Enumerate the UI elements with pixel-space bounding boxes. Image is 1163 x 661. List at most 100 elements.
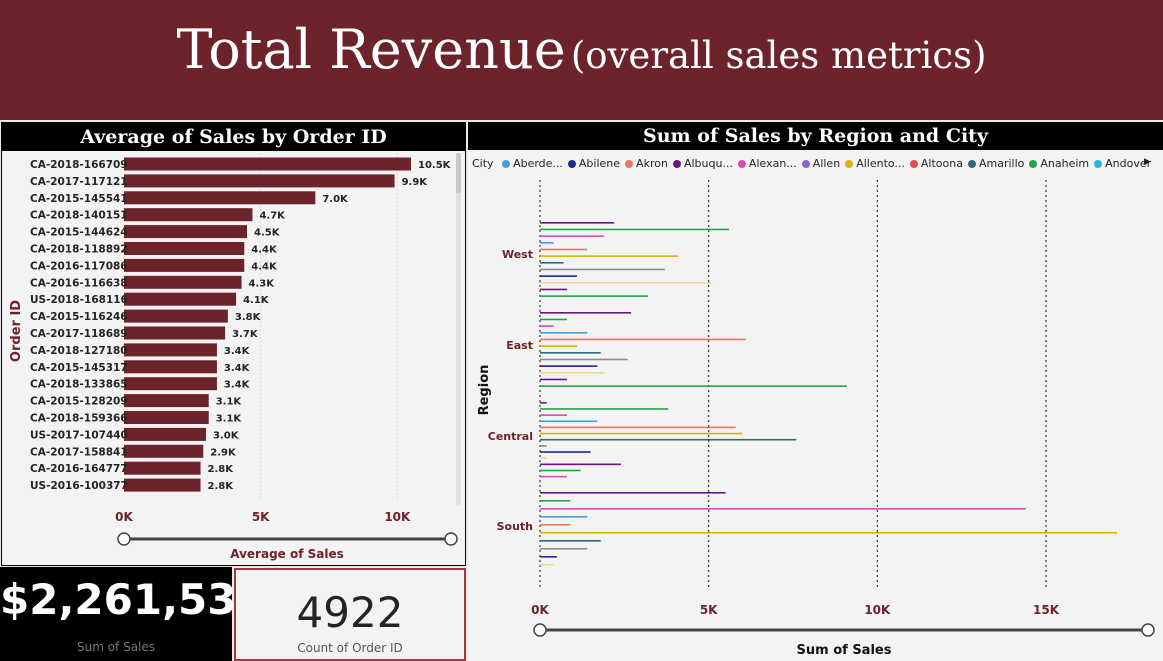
left-bar[interactable] [124,191,316,205]
left-bar[interactable] [124,258,245,272]
right-bar[interactable] [540,345,578,347]
right-bar[interactable] [540,451,591,453]
left-scrollbar-thumb[interactable] [456,153,461,193]
left-y-tick-label: CA-2018-159366 [30,413,128,425]
right-bar[interactable] [540,222,615,224]
right-bar[interactable] [540,516,588,518]
right-bar[interactable] [540,564,554,566]
left-bar[interactable] [124,292,237,306]
right-bar[interactable] [540,248,588,251]
right-bar[interactable] [540,475,567,478]
left-bar[interactable] [124,275,242,289]
left-data-label: 4.7K [259,211,286,222]
left-data-label: 4.4K [251,245,278,256]
right-bar[interactable] [540,372,605,374]
left-bar[interactable] [124,427,206,441]
right-bar[interactable] [540,228,729,231]
legend-item[interactable]: Abilene [567,157,620,170]
left-bar[interactable] [124,461,201,475]
right-bar[interactable] [540,262,564,264]
left-range-handle-end[interactable] [444,532,458,546]
legend-item[interactable]: Amarillo [967,157,1024,170]
right-bar[interactable] [540,318,567,321]
right-bar[interactable] [540,358,628,361]
legend-item[interactable]: Alexan... [737,157,797,170]
right-bar[interactable] [540,352,601,354]
left-scrollbar-track[interactable] [456,153,461,505]
left-bar[interactable] [124,309,228,323]
left-x-tick-label: 5K [252,510,270,524]
right-bar[interactable] [540,365,598,367]
right-bar[interactable] [540,469,581,472]
page-subtitle: (overall sales metrics) [570,34,987,77]
right-bar[interactable] [540,524,571,526]
right-bar[interactable] [540,402,547,404]
right-bar[interactable] [540,325,554,327]
left-y-tick-label: CA-2017-118689 [30,328,128,340]
right-range-handle-start[interactable] [533,623,547,637]
left-bar[interactable] [124,360,217,374]
right-bar[interactable] [540,556,557,558]
right-bar[interactable] [540,378,567,381]
right-bar[interactable] [540,242,554,244]
right-bar[interactable] [540,338,746,341]
left-data-label: 3.4K [224,380,251,391]
legend-item[interactable]: Aberde... [502,157,563,170]
right-bar[interactable] [540,282,713,284]
left-data-label: 3.4K [224,363,251,374]
right-bar[interactable] [540,235,605,237]
legend-label: Andover [1105,157,1152,170]
legend-item[interactable]: Akron [625,157,668,170]
right-bar[interactable] [540,445,547,447]
right-bar[interactable] [540,438,797,441]
right-bar[interactable] [540,385,847,387]
right-bar[interactable] [540,312,632,314]
left-bar[interactable] [124,157,411,171]
right-bar[interactable] [540,508,1026,510]
left-bar[interactable] [124,377,217,391]
left-data-label: 3.8K [235,312,262,323]
right-bar[interactable] [540,500,571,502]
left-bar[interactable] [124,444,204,458]
right-region-label: South [497,520,533,533]
legend-item[interactable]: Albuqu... [672,157,733,170]
legend-item[interactable]: Allento... [845,157,905,170]
right-bar[interactable] [540,548,588,550]
legend-item[interactable]: Allen [801,157,840,170]
right-bar[interactable] [540,463,621,466]
left-y-tick-label: US-2016-100377 [30,480,128,492]
legend-next-icon[interactable]: ▶ [1144,157,1151,167]
left-bar[interactable] [124,326,226,340]
left-bar[interactable] [124,242,245,255]
right-bar[interactable] [540,426,736,429]
right-bar[interactable] [540,540,601,542]
right-bar[interactable] [540,275,578,277]
sum-sales-value: $2,261,537 [0,575,266,624]
left-bar[interactable] [124,174,395,188]
left-bar[interactable] [124,394,209,408]
left-range-handle-start[interactable] [117,532,131,546]
left-bar[interactable] [124,411,209,424]
right-bar[interactable] [540,295,648,297]
right-bar[interactable] [540,532,1117,534]
right-bar[interactable] [540,457,547,459]
left-bar[interactable] [124,343,217,357]
right-bar[interactable] [540,255,679,257]
right-range-handle-end[interactable] [1141,623,1155,637]
right-bar[interactable] [540,332,588,334]
legend-item[interactable]: Anaheim [1029,157,1089,170]
left-bar[interactable] [124,478,201,492]
right-bar[interactable] [540,414,567,416]
right-bar[interactable] [540,432,743,435]
left-bar[interactable] [124,208,253,222]
legend-item[interactable]: Altoona [909,157,963,170]
right-bar[interactable] [540,420,598,423]
left-data-label: 3.7K [232,329,259,340]
legend-swatch [909,160,918,168]
left-bar[interactable] [124,225,247,239]
right-bar[interactable] [540,268,665,271]
right-bar[interactable] [540,288,567,291]
right-bar[interactable] [540,492,726,494]
legend-item[interactable]: Andover [1094,157,1151,170]
right-bar[interactable] [540,408,669,410]
